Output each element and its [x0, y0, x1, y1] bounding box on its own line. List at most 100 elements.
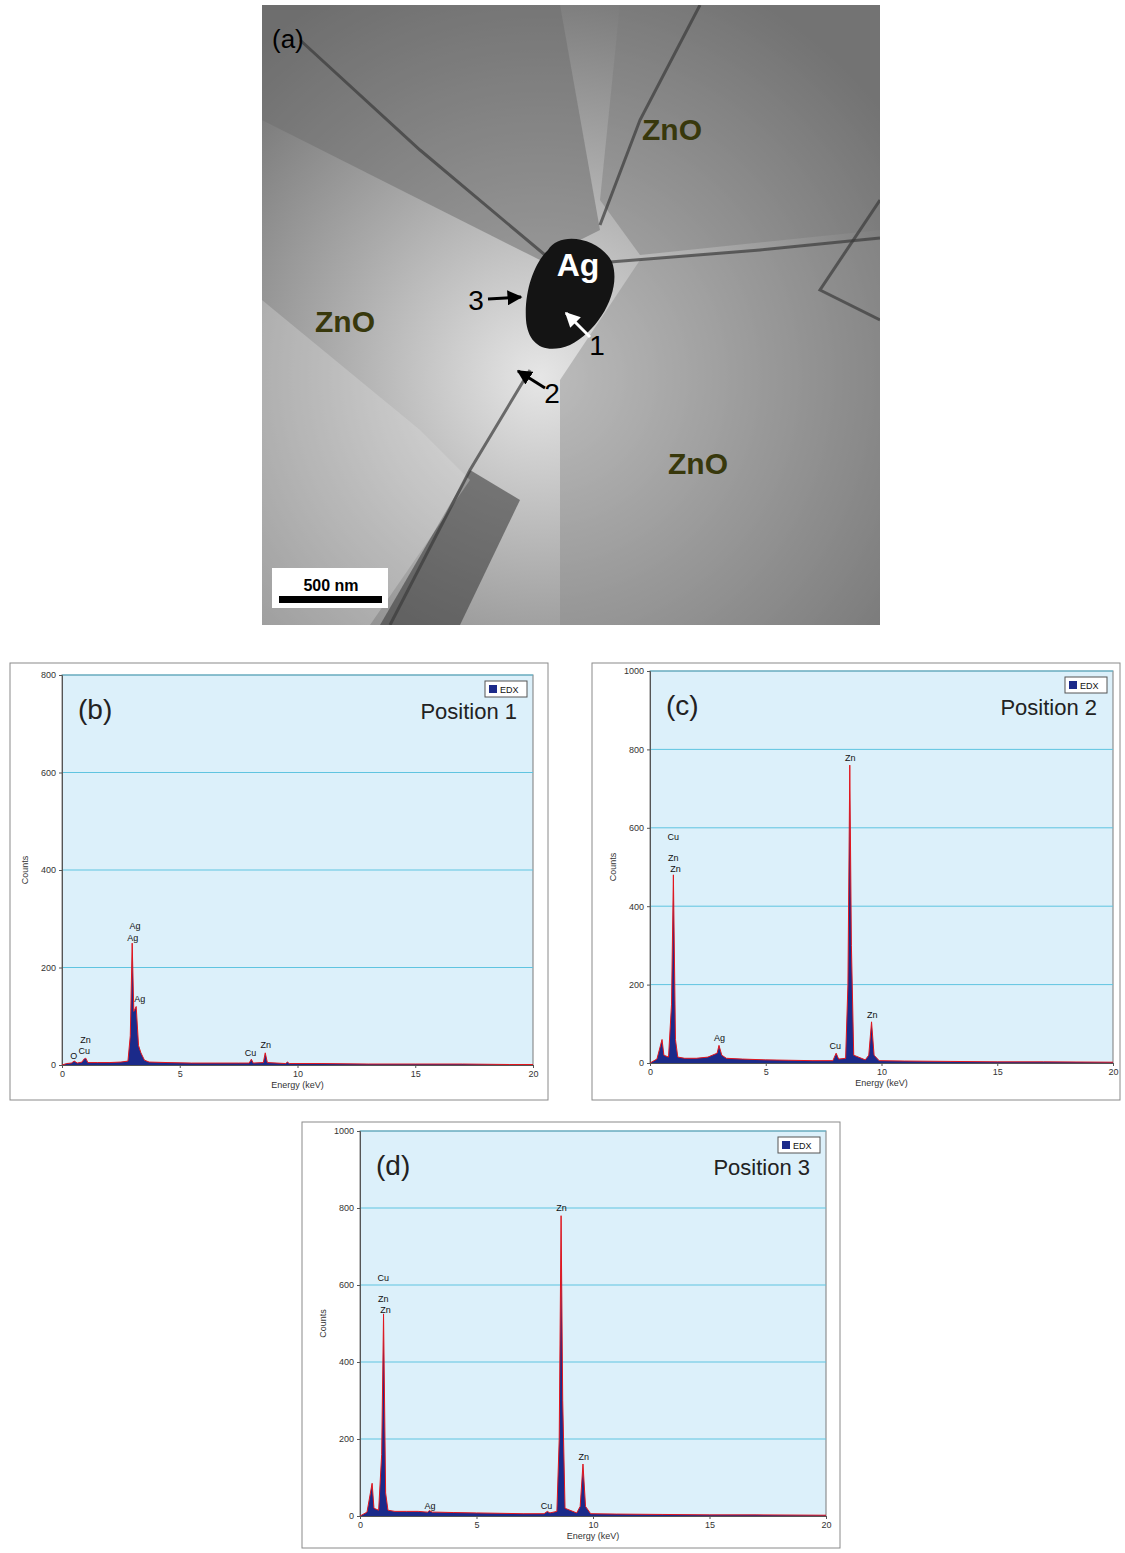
peak-label: Ag	[714, 1033, 725, 1043]
legend: EDX	[485, 681, 527, 697]
tick: 800	[629, 745, 650, 755]
tick-label: 0	[648, 1067, 653, 1077]
tick-mark	[59, 968, 62, 969]
phase-label: Ag	[557, 247, 600, 283]
tick-label: 10	[877, 1067, 887, 1077]
tick: 600	[41, 768, 62, 778]
micrograph-labels: (a)ZnOZnOZnOAg123500 nm	[272, 24, 728, 608]
tick-mark	[593, 1516, 594, 1519]
peak-label: Zn	[670, 864, 681, 874]
panel-frame	[592, 663, 1120, 1100]
panel-frame	[10, 663, 548, 1100]
tick-label: 15	[705, 1520, 715, 1530]
tick-mark	[180, 1065, 181, 1068]
legend-box	[485, 681, 527, 697]
figure: (a)ZnOZnOZnOAg123500 nm02004006008000510…	[0, 0, 1125, 1553]
x-axis: 05101520	[648, 1063, 1119, 1077]
tick-label: 200	[339, 1434, 354, 1444]
panel-frame	[302, 1122, 840, 1548]
tick-label: 0	[349, 1511, 354, 1521]
grain-region	[262, 300, 470, 625]
x-axis: 05101520	[60, 1065, 539, 1079]
tick: 1000	[334, 1126, 360, 1136]
tick-label: 10	[588, 1520, 598, 1530]
panel-label: (d)	[376, 1150, 410, 1181]
panel-label: (a)	[272, 24, 304, 54]
tick-label: 10	[293, 1069, 303, 1079]
y-axis: 0200400600800	[41, 670, 63, 1070]
grid	[62, 675, 533, 1065]
grid-line	[650, 906, 1113, 907]
panel-title: Position 2	[1000, 695, 1097, 720]
grid-line	[62, 772, 533, 773]
tick-mark	[59, 773, 62, 774]
spectrum-marks	[650, 765, 1113, 1063]
tick-mark	[882, 1063, 883, 1066]
peak-label: Cu	[378, 1273, 390, 1283]
tick-label: 600	[629, 823, 644, 833]
grid-line	[360, 1285, 826, 1286]
tick: 10	[588, 1516, 598, 1530]
tick-mark	[298, 1065, 299, 1068]
panel-title: Position 1	[420, 699, 517, 724]
plot-area	[650, 671, 1113, 1063]
peak-label: Ag	[129, 921, 140, 931]
plot-area	[360, 1131, 826, 1516]
peak-label: Cu	[245, 1048, 257, 1058]
y-axis-title: Counts	[318, 1309, 328, 1338]
peak-label: Zn	[380, 1305, 391, 1315]
peak-label: Ag	[127, 933, 138, 943]
tick-label: 1000	[624, 666, 644, 676]
y-axis: 02004006008001000	[624, 666, 651, 1068]
y-axis: 02004006008001000	[334, 1126, 361, 1521]
peak-label: Zn	[260, 1040, 271, 1050]
tick: 200	[339, 1434, 360, 1444]
grid-line	[360, 1362, 826, 1363]
tick-label: 0	[60, 1069, 65, 1079]
tick: 10	[293, 1065, 303, 1079]
tick-mark	[357, 1285, 360, 1286]
tick-mark	[997, 1063, 998, 1066]
tick: 20	[528, 1065, 538, 1079]
tick: 1000	[624, 666, 650, 676]
peak-label: Cu	[541, 1501, 553, 1511]
axis-line	[361, 1517, 827, 1520]
tick-mark	[59, 1065, 62, 1066]
tick-mark	[357, 1131, 360, 1132]
tick-label: 800	[41, 670, 56, 680]
tick: 5	[474, 1516, 479, 1530]
grain-boundary	[300, 40, 545, 255]
position-arrow	[518, 371, 545, 388]
tick-mark	[357, 1516, 360, 1517]
tick-label: 400	[339, 1357, 354, 1367]
peak-label: Ag	[424, 1501, 435, 1511]
grid-line	[62, 675, 533, 676]
tick-label: 600	[41, 768, 56, 778]
tick-mark	[59, 675, 62, 676]
grid-line	[650, 827, 1113, 828]
position-marker: 1	[589, 330, 605, 361]
tick: 5	[178, 1065, 183, 1079]
tick-label: 15	[993, 1067, 1003, 1077]
scale-bar-label: 500 nm	[303, 577, 358, 594]
tick-mark	[647, 671, 650, 672]
grid-line	[650, 984, 1113, 985]
spectrum-line	[360, 1216, 826, 1516]
scale-bar	[279, 596, 382, 603]
tick: 200	[629, 980, 650, 990]
peak-label: Cu	[79, 1046, 91, 1056]
tick: 20	[821, 1516, 831, 1530]
spectrum-line	[650, 765, 1113, 1063]
spectrum-panel: 020040060080005101520Energy (keV)CountsO…	[10, 663, 548, 1100]
position-marker: 2	[544, 378, 560, 409]
plot-area	[62, 675, 533, 1065]
axis-line	[59, 676, 63, 1066]
legend-box	[778, 1137, 820, 1153]
tick: 600	[629, 823, 650, 833]
spectrum-marks	[360, 1216, 826, 1516]
micrograph	[262, 5, 880, 625]
spectrum-panel: 0200400600800100005101520Energy (keV)Cou…	[302, 1122, 840, 1548]
spectrum-marks	[62, 943, 533, 1065]
tick-mark	[647, 828, 650, 829]
tick: 0	[358, 1516, 363, 1530]
